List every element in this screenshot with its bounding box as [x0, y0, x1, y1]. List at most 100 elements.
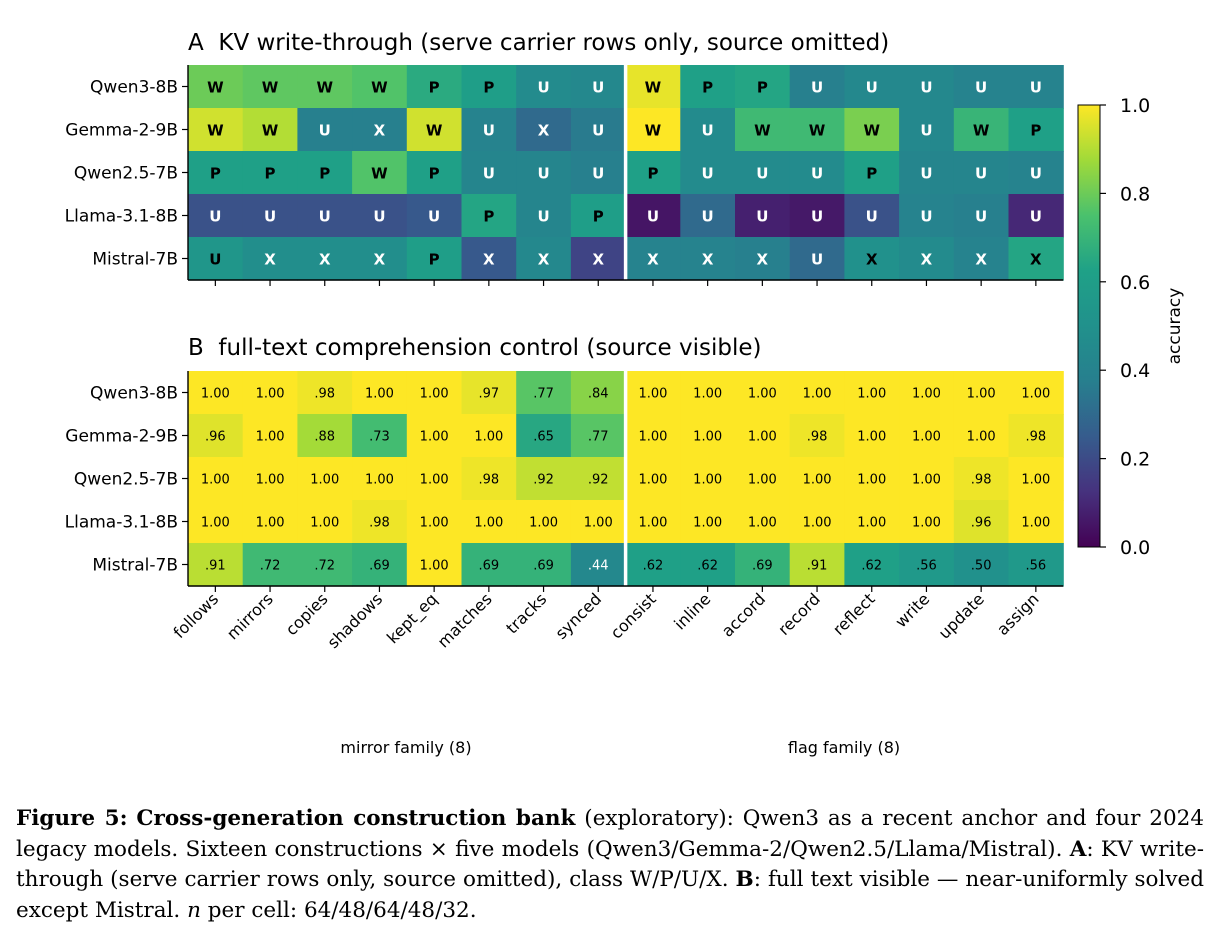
cell-label: .72	[314, 559, 335, 574]
heatmap-cell	[899, 414, 955, 458]
cell-label: X	[374, 122, 386, 140]
cell-label: .44	[588, 559, 609, 574]
cell-label: W	[207, 79, 224, 97]
cell-label: .69	[533, 559, 554, 574]
heatmap-cell	[570, 371, 627, 415]
cell-label: U	[1030, 208, 1042, 226]
cell-label: P	[429, 251, 440, 269]
panel-a-heatmap: W W W W P P U U W P P U U U U U W W U X W U X U W U W W W U W P P P P W P U U U…	[65, 65, 1064, 286]
heatmap-cell	[953, 151, 1010, 195]
heatmap-cell	[570, 151, 627, 195]
heatmap-cell	[625, 151, 681, 195]
cell-label: P	[210, 165, 221, 183]
cell-label: 1.00	[693, 516, 722, 531]
heatmap-cell	[297, 65, 353, 109]
heatmap-cell	[953, 457, 1010, 501]
heatmap-cell	[516, 151, 572, 195]
heatmap-cell	[516, 65, 572, 109]
cell-label: 1.00	[420, 473, 449, 488]
cell-label: 1.00	[912, 430, 941, 445]
cell-label: .98	[369, 516, 390, 531]
heatmap-cell	[735, 194, 791, 238]
heatmap-cell	[953, 65, 1010, 109]
heatmap-cell	[625, 414, 681, 458]
heatmap-cell	[352, 457, 408, 501]
heatmap-cell	[844, 414, 900, 458]
cell-label: P	[483, 79, 494, 97]
family-label-mirror: mirror family (8)	[340, 738, 471, 757]
cell-label: .98	[479, 473, 500, 488]
caption-n-symbol: n	[187, 897, 201, 923]
heatmap-cell	[953, 108, 1010, 152]
cell-label: W	[973, 122, 990, 140]
heatmap-cell	[953, 371, 1010, 415]
x-tick-label: matches	[434, 589, 496, 651]
cell-label: W	[262, 79, 279, 97]
heatmap-cell	[625, 65, 681, 109]
cell-label: .62	[697, 559, 718, 574]
heatmap-cell	[899, 500, 955, 544]
heatmap-cell	[297, 371, 353, 415]
heatmap-cell	[352, 194, 408, 238]
heatmap-cell	[461, 371, 517, 415]
x-tick-label: mirrors	[223, 589, 277, 643]
cell-label: 1.00	[201, 516, 230, 531]
heatmap-cell	[570, 108, 627, 152]
x-tick-label: write	[891, 589, 933, 631]
cell-label: 1.00	[420, 516, 449, 531]
heatmap-cell	[735, 65, 791, 109]
cell-label: 1.00	[912, 387, 941, 402]
cell-label: U	[975, 165, 987, 183]
heatmap-cell	[516, 414, 572, 458]
heatmap-cell	[625, 457, 681, 501]
cell-label: .92	[588, 473, 609, 488]
caption-text-4: per cell: 64/48/64/48/32.	[200, 897, 477, 923]
x-tick-label: record	[774, 589, 824, 639]
cell-label: X	[483, 251, 495, 269]
heatmap-cell	[680, 371, 736, 415]
heatmap-cell	[789, 108, 845, 152]
cell-label: U	[483, 165, 495, 183]
heatmap-cell	[242, 371, 298, 415]
cell-label: 1.00	[693, 387, 722, 402]
cell-label: X	[264, 251, 276, 269]
heatmap-cell	[899, 108, 955, 152]
cell-label: X	[538, 251, 550, 269]
panel-b-title: B full-text comprehension control (sourc…	[188, 335, 762, 361]
cell-label: 1.00	[420, 559, 449, 574]
cell-label: 1.00	[201, 473, 230, 488]
heatmap-cell	[680, 237, 736, 281]
colorbar-tick-label: 0.8	[1120, 183, 1150, 205]
cell-label: 1.00	[365, 473, 394, 488]
colorbar-tick-label: 1.0	[1120, 95, 1150, 117]
heatmap-cell	[242, 457, 298, 501]
heatmap-cell	[188, 457, 244, 501]
heatmap-cell	[242, 108, 298, 152]
cell-label: U	[920, 165, 932, 183]
cell-label: U	[592, 165, 604, 183]
cell-label: X	[319, 251, 331, 269]
cell-label: U	[756, 165, 768, 183]
cell-label: U	[209, 208, 221, 226]
cell-label: 1.00	[912, 516, 941, 531]
cell-label: 1.00	[474, 430, 503, 445]
cell-label: 1.00	[803, 387, 832, 402]
cell-label: W	[754, 122, 771, 140]
cell-label: 1.00	[857, 387, 886, 402]
cell-label: U	[428, 208, 440, 226]
heatmap-cell	[516, 457, 572, 501]
x-tick-label: synced	[552, 589, 606, 643]
cell-label: U	[537, 79, 549, 97]
x-tick-labels: follows mirrors copiesshadowskept_eqmatche…	[169, 589, 1042, 652]
cell-label: P	[866, 165, 877, 183]
heatmap-cell	[899, 65, 955, 109]
cell-label: U	[319, 122, 331, 140]
heatmap-cell	[406, 414, 463, 458]
cell-label: .98	[807, 430, 828, 445]
cell-label: P	[429, 165, 440, 183]
cell-label: X	[647, 251, 659, 269]
heatmap-cell	[516, 108, 572, 152]
heatmap-cell	[953, 237, 1010, 281]
heatmap-cell	[680, 108, 736, 152]
cell-label: .56	[1026, 559, 1047, 574]
